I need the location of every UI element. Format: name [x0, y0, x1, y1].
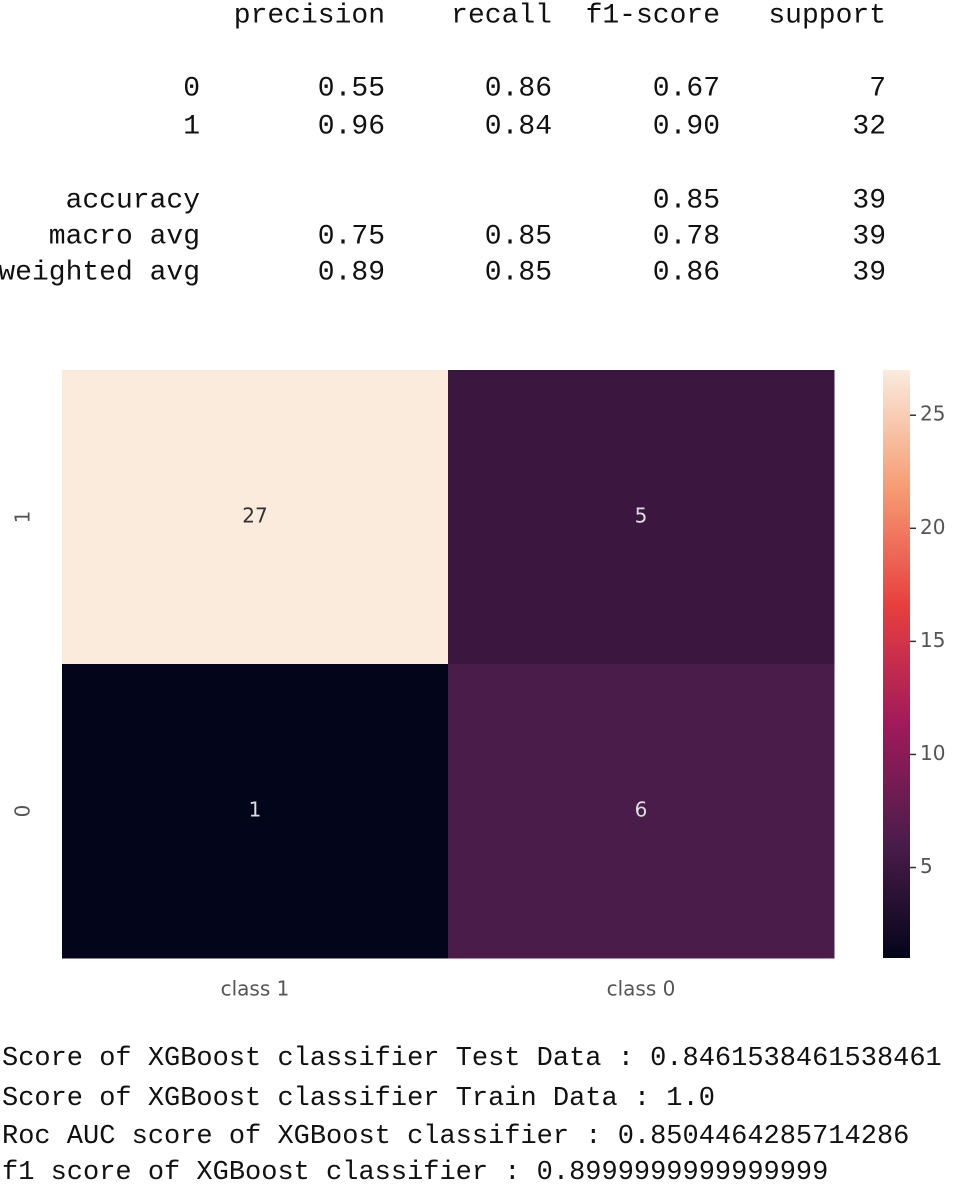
- cell-label: 1: [249, 798, 262, 822]
- colorbar-tick-label: 15: [920, 628, 945, 652]
- report-cell: 7: [869, 73, 886, 104]
- report-header: f1-score: [586, 0, 720, 31]
- report-cell: 0.67: [653, 73, 720, 104]
- report-cell: 0.85: [485, 257, 552, 288]
- report-cell: 0.75: [318, 221, 385, 252]
- report-row-label: weighted avg: [0, 257, 200, 288]
- colorbar: [883, 370, 910, 958]
- report-header: precision: [234, 0, 385, 31]
- report-row-label: 1: [183, 111, 200, 142]
- report-cell: 0.86: [653, 257, 720, 288]
- output-line: Roc AUC score of XGBoost classifier : 0.…: [2, 1122, 909, 1152]
- x-tick-label: class 0: [607, 977, 676, 1001]
- report-cell: 39: [852, 221, 886, 252]
- output-line: Score of XGBoost classifier Test Data : …: [2, 1044, 942, 1074]
- heatmap-cell: [62, 370, 449, 665]
- cell-label: 6: [635, 798, 648, 822]
- cell-label: 27: [242, 504, 267, 528]
- colorbar-tick-label: 25: [920, 402, 945, 426]
- colorbar-tick-label: 5: [920, 854, 933, 878]
- report-header: support: [768, 0, 886, 31]
- heatmap-cell: [448, 370, 835, 665]
- report-cell: 0.78: [653, 221, 720, 252]
- colorbar-tick-label: 20: [920, 515, 945, 539]
- output-line: f1 score of XGBoost classifier : 0.89999…: [2, 1158, 828, 1187]
- report-cell: 0.90: [653, 111, 720, 142]
- heatmap-cell: [62, 664, 449, 959]
- report-cell: 39: [852, 257, 886, 288]
- report-cell: 0.85: [653, 185, 720, 216]
- report-cell: 0.55: [318, 73, 385, 104]
- heatmap-cell: [448, 664, 835, 959]
- report-cell: 0.84: [485, 111, 552, 142]
- colorbar-tick-label: 10: [920, 741, 945, 765]
- report-cell: 0.85: [485, 221, 552, 252]
- output-line: Score of XGBoost classifier Train Data :…: [2, 1084, 715, 1114]
- report-cell: 0.86: [485, 73, 552, 104]
- report-header: recall: [451, 0, 552, 31]
- cell-label: 5: [635, 504, 648, 528]
- report-row-label: 0: [183, 73, 200, 104]
- y-tick-label: 0: [11, 805, 35, 818]
- report-cell: 39: [852, 185, 886, 216]
- x-tick-label: class 1: [221, 977, 290, 1001]
- y-tick-label: 1: [11, 511, 35, 524]
- report-cell: 0.89: [318, 257, 385, 288]
- report-cell: 0.96: [318, 111, 385, 142]
- report-row-label: macro avg: [49, 221, 200, 252]
- report-cell: 32: [852, 111, 886, 142]
- report-row-label: accuracy: [66, 185, 200, 216]
